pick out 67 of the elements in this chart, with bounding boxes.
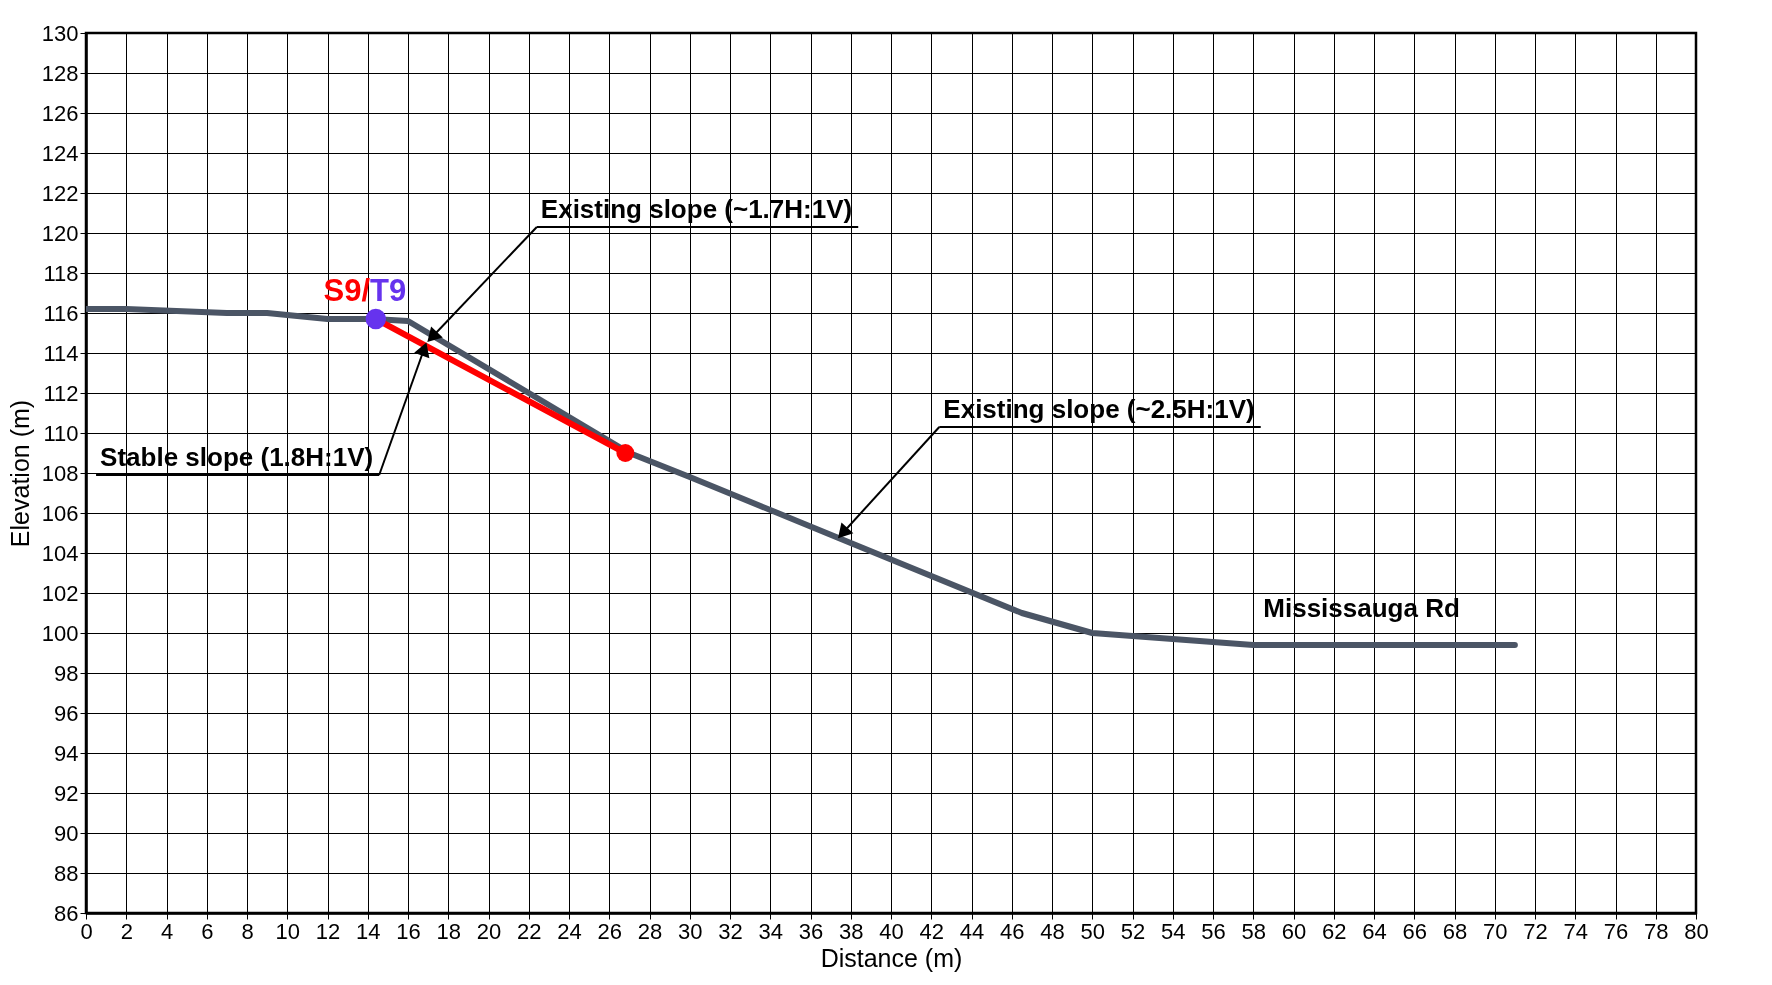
y-tick-label: 124 <box>41 140 79 166</box>
x-tick-label: 52 <box>1120 918 1146 944</box>
x-tick-label: 68 <box>1442 918 1468 944</box>
x-tick-label: 62 <box>1322 918 1347 944</box>
y-tick-label: 104 <box>41 540 79 566</box>
y-tick-label: 112 <box>43 380 79 406</box>
y-tick-label: 122 <box>41 180 79 206</box>
y-tick-label: 88 <box>54 860 79 886</box>
x-tick-label: 22 <box>517 918 542 944</box>
y-tick-label: 86 <box>54 900 79 926</box>
y-tick-label: 128 <box>41 60 79 86</box>
x-tick-label: 46 <box>1000 918 1025 944</box>
x-tick-label: 20 <box>476 918 502 944</box>
x-tick-label: 74 <box>1563 918 1588 944</box>
x-tick-label: 18 <box>436 918 461 944</box>
x-tick-label: 80 <box>1684 918 1709 944</box>
x-tick-label: 72 <box>1523 918 1548 944</box>
x-tick-label: 58 <box>1241 918 1266 944</box>
x-tick-label: 4 <box>160 918 174 944</box>
y-tick-label: 90 <box>54 820 79 846</box>
y-tick-label: 102 <box>41 580 79 606</box>
y-tick-label: 96 <box>54 700 79 726</box>
y-tick-label: 92 <box>54 780 79 806</box>
x-tick-label: 32 <box>718 918 743 944</box>
x-tick-label: 12 <box>315 918 341 944</box>
x-tick-label: 66 <box>1402 918 1427 944</box>
y-axis-title: Elevation (m) <box>5 399 34 548</box>
x-tick-label: 0 <box>80 918 93 944</box>
x-tick-label: 44 <box>959 918 985 944</box>
y-tick-label: 114 <box>43 340 79 366</box>
x-tick-label: 70 <box>1483 918 1508 944</box>
y-tick-label: 98 <box>54 660 79 686</box>
x-tick-label: 38 <box>839 918 864 944</box>
x-tick-label: 48 <box>1040 918 1065 944</box>
x-axis-title: Distance (m) <box>820 943 963 972</box>
x-tick-label: 56 <box>1201 918 1226 944</box>
y-tick-label: 118 <box>43 260 79 286</box>
x-tick-label: 34 <box>758 918 783 944</box>
x-tick-label: 26 <box>597 918 622 944</box>
x-tick-label: 76 <box>1603 918 1629 944</box>
x-tick-label: 28 <box>637 918 663 944</box>
x-tick-label: 50 <box>1080 918 1105 944</box>
x-tick-label: 8 <box>241 918 254 944</box>
x-tick-label: 78 <box>1644 918 1669 944</box>
x-tick-label: 2 <box>120 918 133 944</box>
x-tick-label: 24 <box>557 918 582 944</box>
x-tick-label: 36 <box>798 918 824 944</box>
y-tick-label: 110 <box>43 420 79 446</box>
x-tick-label: 10 <box>275 918 300 944</box>
y-tick-label: 116 <box>43 300 79 326</box>
x-tick-label: 6 <box>201 918 214 944</box>
x-tick-label: 60 <box>1281 918 1307 944</box>
x-tick-label: 30 <box>678 918 703 944</box>
y-tick-label: 126 <box>41 100 79 126</box>
y-tick-label: 94 <box>54 740 79 766</box>
series-label: T9 <box>370 273 407 308</box>
x-tick-label: 42 <box>919 918 944 944</box>
y-tick-label: 108 <box>41 460 79 486</box>
x-tick-label: 14 <box>356 918 381 944</box>
y-tick-label: 120 <box>41 220 79 246</box>
x-tick-label: 16 <box>396 918 421 944</box>
y-tick-label: 106 <box>41 500 79 526</box>
x-tick-label: 54 <box>1161 918 1186 944</box>
y-tick-label: 130 <box>41 20 79 46</box>
x-tick-label: 40 <box>879 918 904 944</box>
x-tick-label: 64 <box>1362 918 1387 944</box>
y-tick-label: 100 <box>41 620 79 646</box>
